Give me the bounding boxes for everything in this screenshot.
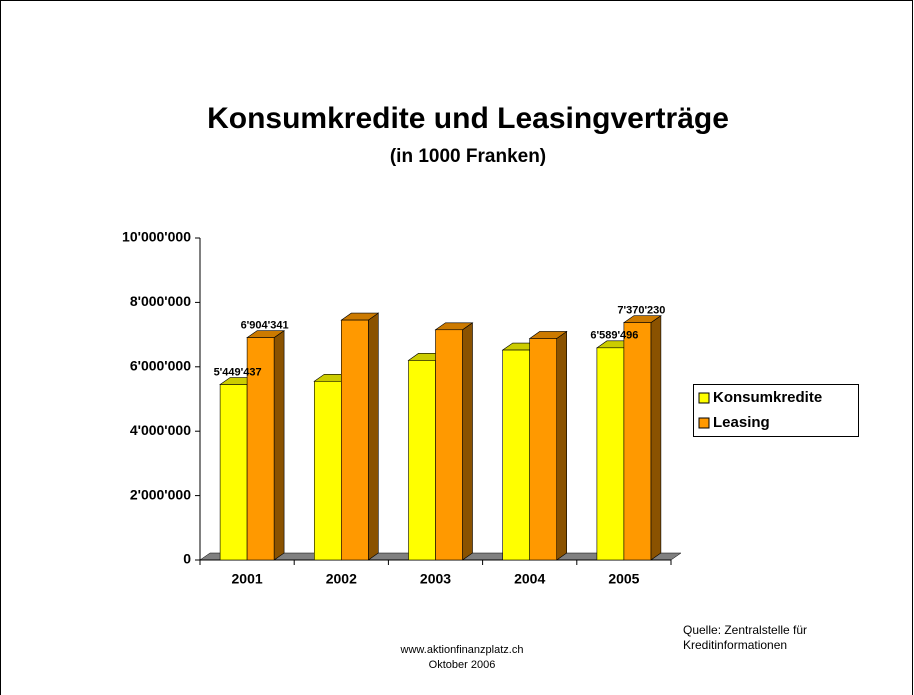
bar-side — [556, 330, 568, 561]
bar-front — [408, 360, 436, 561]
y-tick-label: 4'000'000 — [130, 422, 191, 438]
bar-front — [340, 319, 369, 561]
bar — [434, 322, 474, 561]
bar-front — [219, 384, 248, 561]
bar-side — [650, 315, 662, 561]
data-label: 6'904'341 — [241, 320, 289, 332]
bar — [340, 312, 380, 561]
bar-front — [623, 322, 652, 561]
data-label: 7'370'230 — [617, 305, 665, 317]
legend-label: Leasing — [713, 414, 770, 431]
data-label: 5'449'437 — [214, 366, 262, 378]
bar-front — [435, 329, 463, 561]
footer-date: Oktober 2006 — [429, 659, 496, 671]
bar-side — [462, 322, 473, 561]
bar-front — [313, 380, 342, 561]
data-label: 6'589'496 — [590, 330, 638, 342]
bar-side — [367, 312, 379, 561]
bar-front — [502, 349, 531, 561]
x-tick-label: 2004 — [514, 571, 545, 587]
x-tick-label: 2003 — [420, 571, 451, 587]
x-tick-label: 2001 — [232, 571, 263, 587]
y-tick-label: 8'000'000 — [130, 293, 191, 309]
x-tick-label: 2002 — [326, 571, 357, 587]
chart-title: Konsumkredite und Leasingverträge — [207, 102, 729, 135]
legend-swatch — [698, 392, 710, 404]
legend-swatch — [698, 417, 710, 429]
bar-front — [246, 337, 275, 561]
bar — [622, 315, 662, 561]
chart-subtitle: (in 1000 Franken) — [390, 146, 546, 167]
y-tick-label: 10'000'000 — [122, 229, 191, 245]
y-tick-label: 2'000'000 — [130, 486, 191, 502]
source-note: Quelle: Zentralstelle für — [683, 623, 807, 637]
bar — [528, 330, 568, 561]
source-note: Kreditinformationen — [683, 638, 787, 652]
bar-front — [529, 338, 558, 561]
legend-box — [693, 384, 859, 437]
y-tick-label: 6'000'000 — [130, 358, 191, 374]
footer-url: www.aktionfinanzplatz.ch — [400, 644, 524, 656]
x-tick-label: 2005 — [608, 571, 639, 587]
bar — [246, 330, 286, 561]
y-tick-label: 0 — [183, 551, 191, 567]
legend-label: Konsumkredite — [713, 389, 822, 406]
bar-front — [596, 347, 625, 561]
bar-side — [273, 330, 285, 561]
